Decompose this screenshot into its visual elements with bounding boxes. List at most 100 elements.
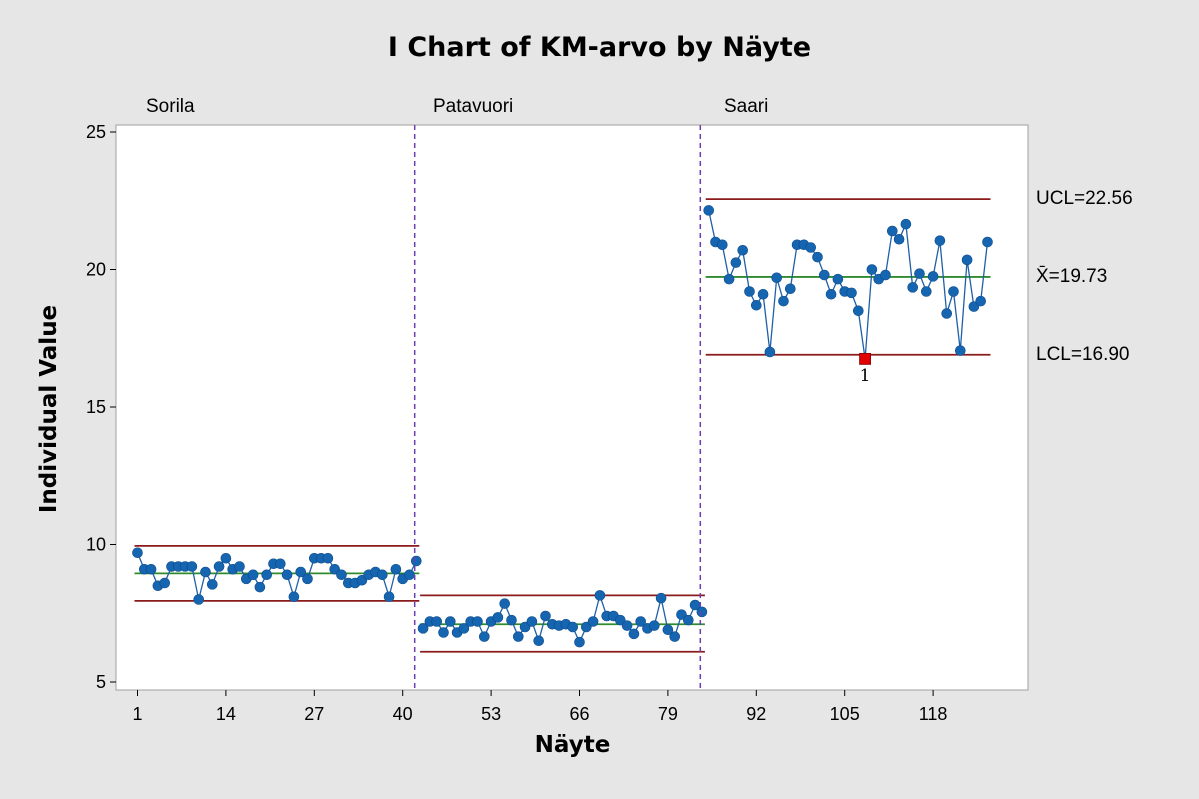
data-point bbox=[220, 552, 232, 564]
data-point bbox=[812, 251, 823, 263]
data-point bbox=[376, 569, 388, 581]
data-point bbox=[478, 631, 490, 642]
data-point bbox=[914, 268, 925, 279]
data-point bbox=[247, 569, 259, 581]
data-point bbox=[574, 636, 585, 648]
data-point bbox=[145, 563, 157, 575]
x-tick-label: 79 bbox=[658, 704, 678, 724]
data-point bbox=[200, 566, 211, 578]
data-point bbox=[234, 561, 245, 572]
y-tick-label: 10 bbox=[86, 535, 106, 555]
data-point bbox=[444, 616, 456, 627]
x-tick-label: 92 bbox=[746, 704, 766, 724]
y-tick-label: 15 bbox=[86, 397, 106, 417]
data-point bbox=[635, 616, 647, 627]
stage-label-patavuori: Patavuori bbox=[433, 96, 514, 117]
data-point bbox=[322, 552, 334, 564]
data-point bbox=[846, 287, 857, 299]
data-point bbox=[288, 591, 300, 603]
data-point bbox=[744, 286, 755, 297]
data-point bbox=[261, 569, 273, 581]
data-point bbox=[512, 631, 524, 642]
data-point bbox=[927, 271, 939, 282]
data-point bbox=[295, 566, 307, 578]
x-tick-label: 105 bbox=[830, 704, 860, 724]
data-point bbox=[723, 273, 735, 285]
data-point bbox=[716, 239, 728, 251]
data-point bbox=[506, 614, 517, 626]
data-point bbox=[764, 346, 776, 358]
stage-label-sorila: Sorila bbox=[146, 96, 195, 117]
data-point bbox=[281, 569, 293, 581]
data-point bbox=[472, 616, 483, 627]
data-point bbox=[621, 620, 633, 631]
data-point bbox=[907, 282, 919, 293]
data-point bbox=[866, 264, 878, 275]
data-point bbox=[628, 628, 640, 640]
data-point bbox=[948, 286, 959, 297]
data-point bbox=[594, 590, 606, 601]
data-point bbox=[832, 273, 844, 285]
data-point bbox=[410, 555, 422, 567]
data-point bbox=[893, 233, 905, 245]
data-point bbox=[254, 581, 266, 593]
test-failure-label: 1 bbox=[860, 366, 871, 386]
x-tick-label: 53 bbox=[481, 704, 501, 724]
x-tick-label: 66 bbox=[569, 704, 589, 724]
x-tick-label: 40 bbox=[393, 704, 413, 724]
data-point bbox=[750, 299, 762, 311]
data-point bbox=[159, 577, 170, 589]
data-point bbox=[390, 563, 402, 575]
data-point bbox=[662, 624, 674, 636]
data-point bbox=[186, 561, 198, 572]
data-point bbox=[886, 225, 898, 237]
data-point bbox=[696, 606, 708, 618]
data-point bbox=[982, 236, 993, 248]
data-point bbox=[404, 569, 415, 581]
y-tick-label: 5 bbox=[96, 672, 106, 692]
x-tick-label: 14 bbox=[216, 704, 236, 724]
data-point bbox=[784, 283, 796, 295]
data-point bbox=[458, 623, 470, 634]
data-point bbox=[587, 616, 599, 627]
data-point bbox=[492, 612, 504, 623]
data-point bbox=[193, 594, 204, 605]
data-point bbox=[648, 620, 660, 631]
data-point bbox=[669, 631, 681, 642]
data-point bbox=[383, 591, 395, 603]
data-point bbox=[417, 623, 429, 634]
data-point bbox=[961, 254, 973, 266]
data-point bbox=[778, 295, 789, 307]
chart-title: I Chart of KM-arvo by Näyte bbox=[387, 32, 812, 63]
data-point bbox=[805, 242, 817, 253]
data-point bbox=[730, 257, 742, 268]
data-point bbox=[207, 579, 218, 590]
data-point bbox=[703, 205, 715, 216]
data-point bbox=[431, 616, 443, 627]
out-of-control-point bbox=[859, 352, 871, 365]
data-point bbox=[336, 569, 347, 581]
data-point bbox=[771, 272, 783, 284]
data-point bbox=[975, 295, 987, 307]
data-point bbox=[540, 610, 551, 622]
data-point bbox=[818, 269, 830, 281]
x-axis-label: Näyte bbox=[534, 732, 611, 758]
stage-label-saari: Saari bbox=[724, 96, 769, 117]
data-point bbox=[900, 218, 912, 230]
y-tick-label: 25 bbox=[86, 122, 106, 142]
data-point bbox=[852, 305, 864, 317]
data-point bbox=[533, 635, 545, 647]
ucl-label: UCL=22.56 bbox=[1036, 188, 1133, 209]
data-point bbox=[132, 547, 143, 559]
center-line-label: X̄=19.73 bbox=[1036, 266, 1108, 287]
data-point bbox=[934, 235, 946, 246]
data-point bbox=[655, 592, 667, 604]
data-point bbox=[825, 288, 837, 300]
data-point bbox=[213, 561, 225, 572]
data-point bbox=[274, 558, 286, 570]
data-point bbox=[302, 573, 313, 585]
data-point bbox=[880, 269, 891, 281]
data-point bbox=[682, 614, 694, 626]
